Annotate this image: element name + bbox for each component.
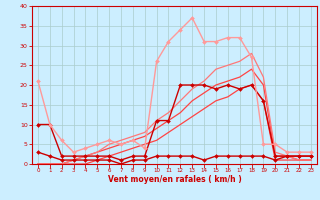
X-axis label: Vent moyen/en rafales ( km/h ): Vent moyen/en rafales ( km/h )	[108, 175, 241, 184]
